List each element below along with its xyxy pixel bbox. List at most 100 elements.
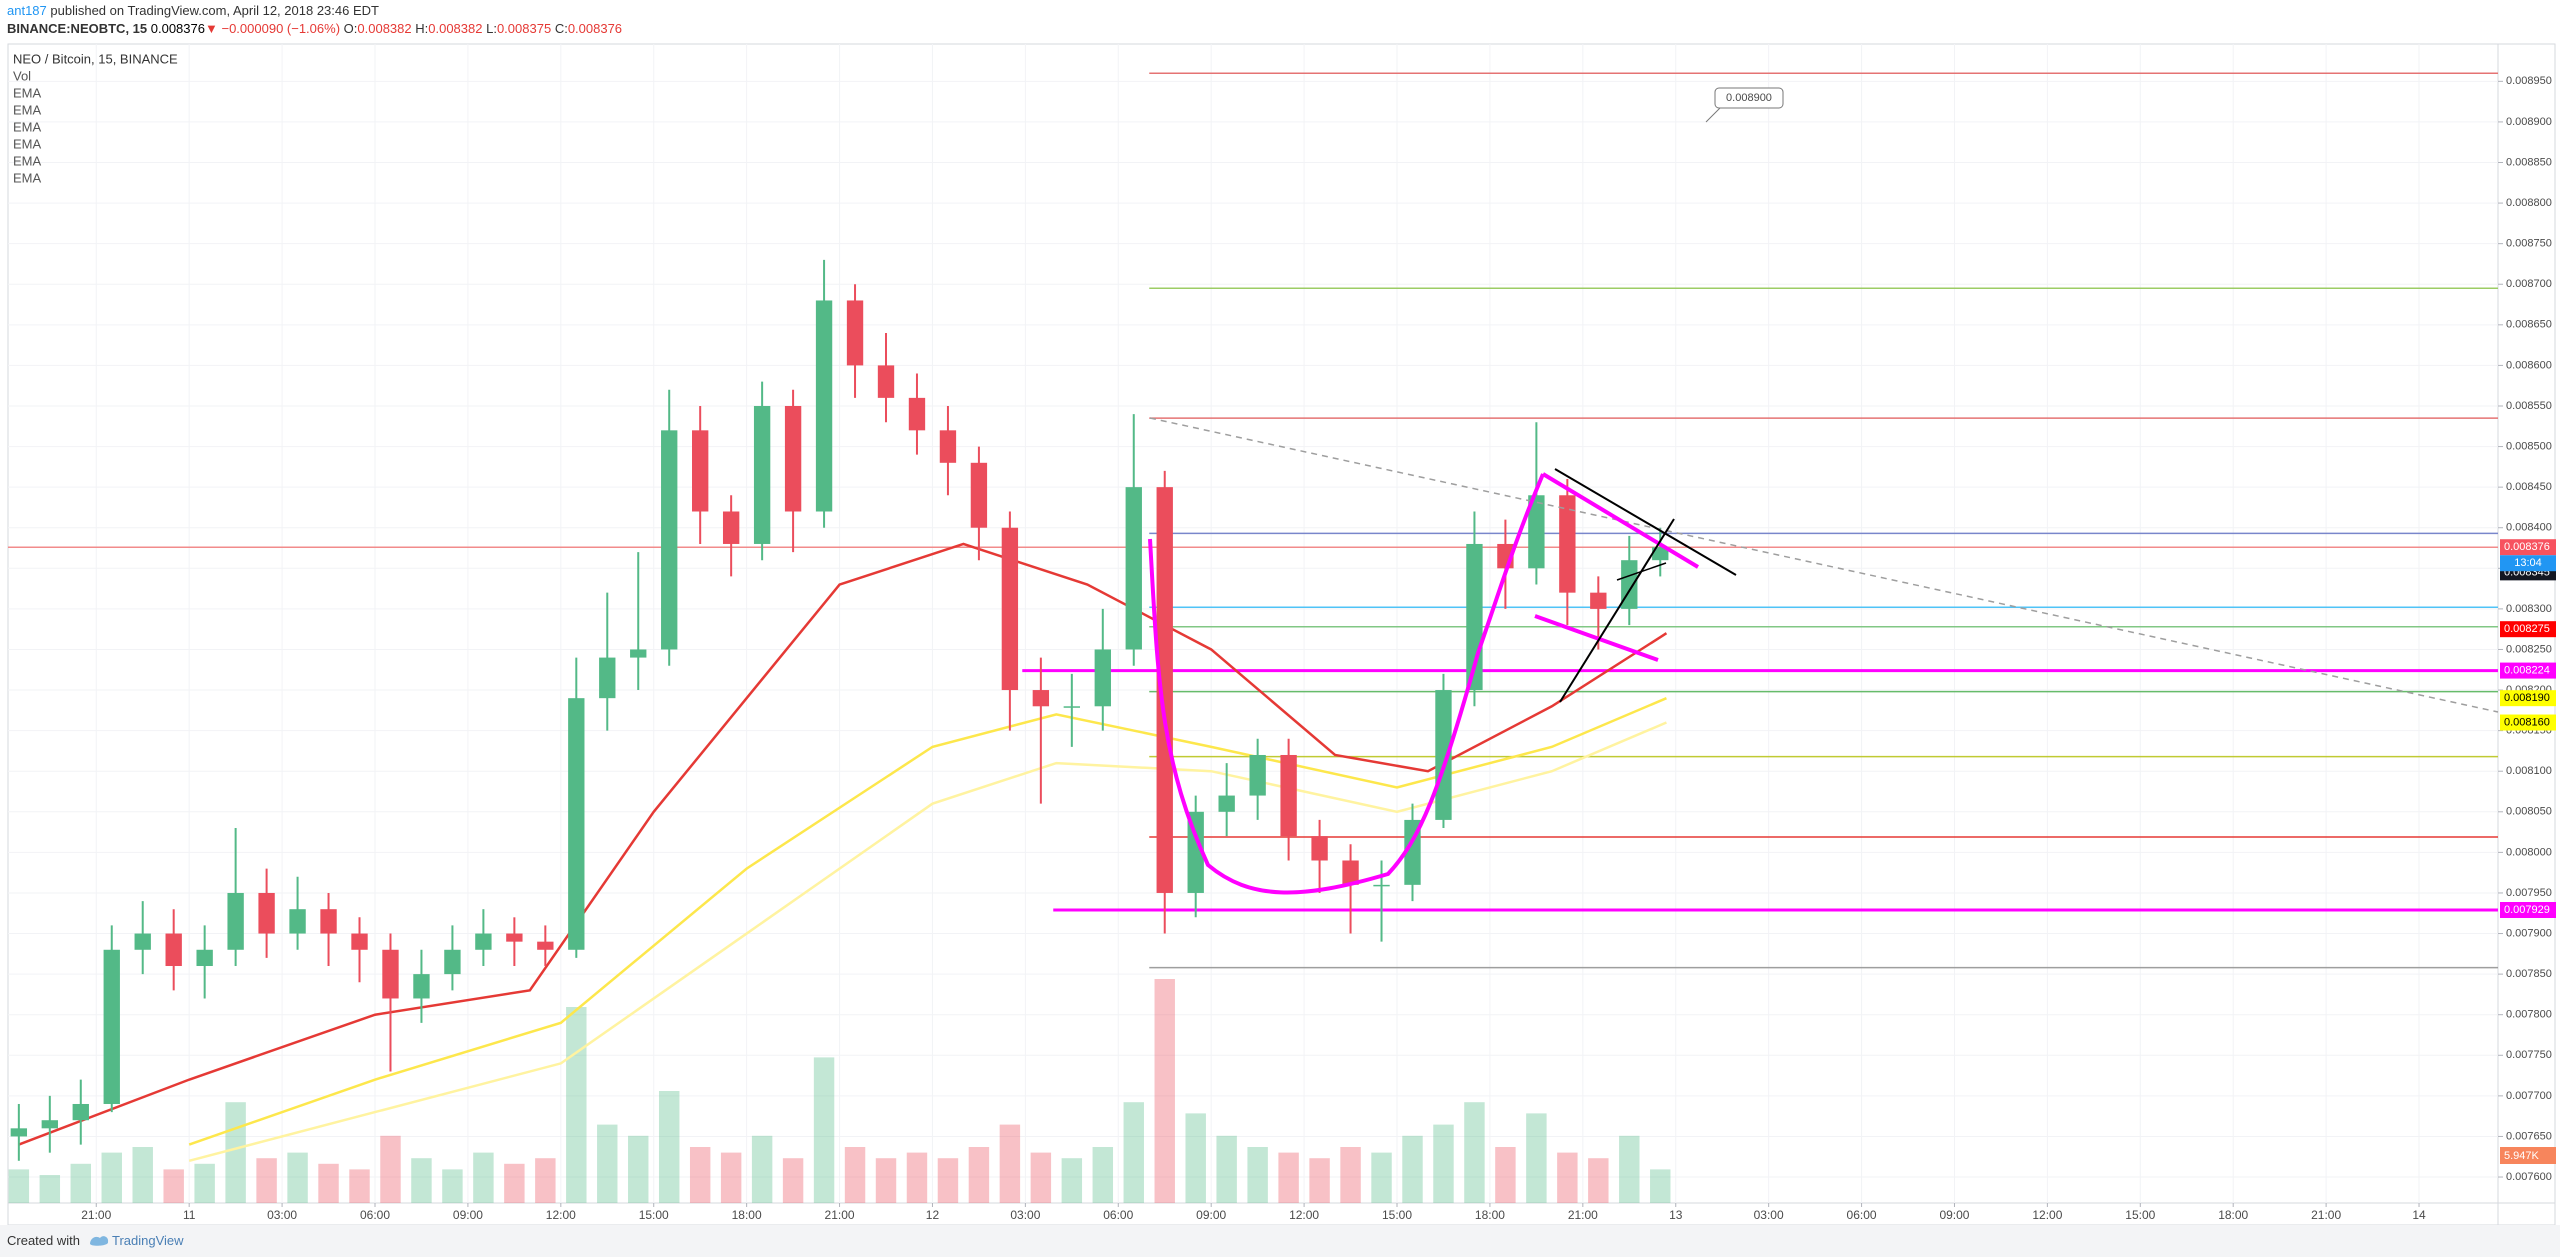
candle-body xyxy=(1001,527,1019,691)
countdown-bg xyxy=(2500,555,2556,572)
volume-bar xyxy=(1464,1102,1485,1203)
quote-key: O: xyxy=(343,21,358,36)
volume-label-bg xyxy=(2500,1147,2556,1164)
volume-bar xyxy=(1495,1147,1516,1203)
brand[interactable]: TradingView xyxy=(112,1233,184,1248)
price-label: 0.008224 xyxy=(2504,664,2550,676)
candle-body xyxy=(227,892,244,950)
quote-key: H: xyxy=(415,21,429,36)
quote-line: BINANCE:NEOBTC, 15 0.008376▼ −0.000090 (… xyxy=(7,20,622,38)
y-tick-label: 0.007600 xyxy=(2506,1171,2552,1183)
candle-body xyxy=(1435,690,1452,820)
callout-box xyxy=(1714,87,1784,109)
candle-body xyxy=(506,933,523,942)
footer: Created with TradingView xyxy=(0,1225,2560,1257)
candle-body xyxy=(1063,706,1081,708)
volume-bar xyxy=(1309,1158,1330,1203)
candle-body xyxy=(692,430,709,512)
candle-body xyxy=(1559,495,1576,593)
candle-body xyxy=(661,430,678,650)
published-text: published on TradingView.com, April 12, … xyxy=(46,3,379,18)
pattern-line xyxy=(1534,614,1659,662)
x-tick-label: 12:00 xyxy=(1289,1208,1319,1222)
y-tick-label: 0.008100 xyxy=(2506,765,2552,777)
candle-body xyxy=(258,892,275,934)
volume-bar xyxy=(844,1147,866,1203)
candle-body xyxy=(846,300,864,366)
price-label-bg xyxy=(2500,662,2556,679)
volume-bar xyxy=(411,1158,432,1203)
x-tick-label: 18:00 xyxy=(1475,1208,1505,1222)
drawings xyxy=(1148,87,2499,895)
y-tick-label: 0.008300 xyxy=(2506,603,2552,615)
y-tick-label: 0.008400 xyxy=(2506,522,2552,534)
candle-body xyxy=(1311,836,1328,861)
volume-bar xyxy=(163,1169,184,1203)
candle-body xyxy=(196,949,213,967)
x-tick-label: 09:00 xyxy=(1196,1208,1226,1222)
candle-body xyxy=(289,909,306,934)
legend-entry: EMA xyxy=(13,170,42,185)
header: ant187 published on TradingView.com, Apr… xyxy=(7,2,622,38)
volume-bar xyxy=(1185,1113,1206,1203)
volume-bar xyxy=(1061,1158,1083,1203)
y-tick-label: 0.007800 xyxy=(2506,1009,2552,1021)
volume-bar xyxy=(194,1163,215,1203)
legend-entry: EMA xyxy=(13,119,42,134)
volume-bar xyxy=(720,1152,742,1203)
volume-bar xyxy=(349,1169,370,1203)
x-tick-label: 03:00 xyxy=(1010,1208,1040,1222)
y-tick-label: 0.008050 xyxy=(2506,806,2552,818)
legend-entry: Vol xyxy=(13,68,31,83)
created-with: Created with xyxy=(7,1233,80,1248)
volume-bar xyxy=(318,1163,339,1203)
candle-body xyxy=(444,949,461,975)
volume-bar xyxy=(628,1135,649,1203)
x-tick-label: 21:00 xyxy=(825,1208,855,1222)
volume-bar xyxy=(1588,1158,1609,1203)
volume-bar xyxy=(751,1135,773,1203)
x-tick-label: 03:00 xyxy=(267,1208,297,1222)
candle-body xyxy=(382,949,399,999)
x-tick-label: 12:00 xyxy=(2032,1208,2062,1222)
volume-bar xyxy=(566,1007,587,1203)
volume-label: 5.947K xyxy=(2504,1150,2540,1162)
x-tick-label: 15:00 xyxy=(2125,1208,2155,1222)
y-tick-label: 0.007750 xyxy=(2506,1049,2552,1061)
ema-line xyxy=(188,721,1667,1163)
triangle-line xyxy=(1616,562,1667,581)
candle-body xyxy=(722,511,740,544)
quote-value: 0.008382 xyxy=(428,21,483,36)
y-tick-label: 0.007650 xyxy=(2506,1130,2552,1142)
volume-bar xyxy=(597,1124,618,1203)
x-tick-label: 06:00 xyxy=(360,1208,390,1222)
y-tick-label: 0.008550 xyxy=(2506,400,2552,412)
chart: 0.007600 0.007650 0.007700 0.007750 0.007800… xyxy=(7,43,2556,1225)
price-label-bg xyxy=(2500,539,2556,556)
x-tick-label: 15:00 xyxy=(1382,1208,1412,1222)
x-tick-label: 03:00 xyxy=(1754,1208,1784,1222)
x-tick-label: 06:00 xyxy=(1103,1208,1133,1222)
candle-body xyxy=(1528,495,1545,569)
ema-line xyxy=(188,697,1667,1146)
volume-bar xyxy=(1154,979,1175,1203)
x-tick-label: 09:00 xyxy=(1939,1208,1969,1222)
tv-logo xyxy=(90,1236,109,1246)
volume-bar xyxy=(1619,1135,1640,1203)
volume-bar xyxy=(1526,1113,1547,1203)
ohlc: O:0.008382 H:0.008382 L:0.008375 C:0.008… xyxy=(344,21,622,36)
candle-body xyxy=(134,933,151,950)
quote-key: L: xyxy=(486,21,497,36)
volume-bar xyxy=(132,1147,153,1203)
y-tick-label: 0.007900 xyxy=(2506,927,2552,939)
candle-body xyxy=(72,1103,89,1121)
marks: 0.007600 0.007650 0.007700 0.007750 0.007800… xyxy=(8,44,2552,1222)
candle-body xyxy=(939,430,957,463)
candle-body xyxy=(1187,811,1204,893)
volume-bar xyxy=(380,1135,401,1203)
candle-body xyxy=(1032,690,1050,707)
candle-body xyxy=(1156,487,1173,893)
y-tick-label: 0.008900 xyxy=(2506,116,2552,128)
publisher[interactable]: ant187 xyxy=(7,3,47,18)
